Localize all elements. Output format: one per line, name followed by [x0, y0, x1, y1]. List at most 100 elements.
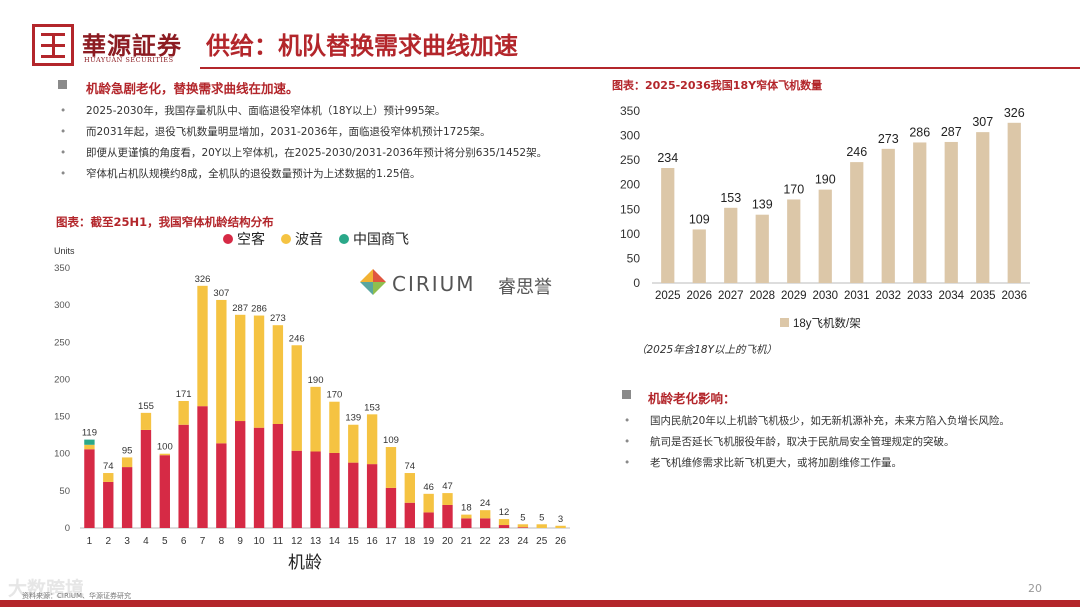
y-tick-label: 150 — [620, 202, 640, 216]
bar-total-label: 46 — [423, 482, 434, 493]
bar-segment — [310, 386, 321, 452]
x-tick-label: 8 — [219, 536, 225, 547]
bar-segment — [253, 315, 265, 428]
y-tick-label: 100 — [54, 449, 70, 460]
bar — [850, 162, 864, 283]
x-tick-label: 17 — [385, 536, 397, 547]
bullet-dot-icon: • — [60, 105, 67, 117]
bar-segment — [385, 447, 397, 488]
x-tick-label: 2028 — [749, 290, 775, 302]
bar-segment — [159, 453, 170, 456]
x-tick-label: 3 — [124, 536, 130, 547]
legend-marker — [339, 234, 349, 244]
y-tick-label: 300 — [54, 300, 70, 311]
bar-segment — [536, 524, 547, 528]
bar-segment — [517, 524, 529, 528]
bar-total-label: 5 — [539, 512, 544, 523]
bar-segment — [517, 527, 529, 528]
y-tick-label: 50 — [627, 251, 641, 265]
legend-label: 中国商飞 — [353, 231, 409, 247]
page-header: 華源証券 HUAYUAN SECURITIES 供给：机队替换需求曲线加速 — [0, 0, 1080, 70]
bar-total-label: 307 — [213, 288, 229, 299]
x-tick-label: 15 — [348, 536, 360, 547]
bullet-item: • 窄体机占机队规模约8成，全机队的退役数量预计为上述数据的1.25倍。 — [56, 166, 596, 182]
bullet-square-icon — [622, 390, 631, 399]
bar-segment — [121, 457, 133, 468]
y-axis-label: Units — [54, 246, 75, 256]
bar-segment — [178, 424, 189, 528]
bar-segment — [480, 510, 491, 519]
x-tick-label: 2027 — [718, 290, 744, 302]
bar — [881, 148, 895, 283]
legend-marker — [223, 234, 233, 244]
bar-total-label: 24 — [480, 498, 491, 509]
y-tick-label: 350 — [54, 263, 70, 274]
bullet-dot-icon: • — [60, 147, 67, 159]
bar — [818, 189, 832, 283]
bar-segment — [423, 512, 434, 528]
bullet-text: 老飞机维修需求比新飞机更大，或将加剧维修工作量。 — [650, 457, 902, 469]
x-tick-label: 5 — [162, 536, 168, 547]
x-tick-label: 7 — [200, 536, 206, 547]
bullet-item: • 航司是否延长飞机服役年龄，取决于民航局安全管理规定的突破。 — [620, 434, 1060, 450]
right-chart-note: （2025年含18Y以上的飞机） — [636, 344, 777, 356]
bar-segment — [385, 487, 397, 528]
bar-total-label: 119 — [82, 428, 97, 439]
bar — [1007, 122, 1021, 283]
footer-bar — [0, 600, 1080, 607]
x-tick-label: 9 — [237, 536, 243, 547]
bar-segment — [197, 406, 208, 528]
x-tick-label: 2 — [105, 536, 111, 547]
cirium-logo-cn: 睿思誉 — [498, 277, 552, 298]
x-tick-label: 13 — [310, 536, 322, 547]
x-tick-label: 26 — [555, 536, 567, 547]
bar — [724, 207, 738, 283]
bar-total-label: 74 — [103, 461, 114, 472]
bar-total-label: 139 — [345, 413, 361, 424]
bar-segment — [291, 450, 302, 528]
bar-value-label: 307 — [972, 115, 993, 129]
cirium-logo: CIRIUM 睿思誉 — [358, 264, 568, 300]
bar-total-label: 12 — [499, 507, 510, 518]
bar-segment — [84, 449, 95, 528]
bar-total-label: 95 — [122, 445, 133, 456]
bullet-dot-icon: • — [624, 415, 631, 427]
bar-segment — [272, 325, 284, 424]
left-lead-text: 机龄急剧老化，替换需求曲线在加速。 — [86, 81, 299, 96]
bar — [692, 229, 706, 283]
bullet-dot-icon: • — [624, 436, 631, 448]
x-tick-label: 21 — [461, 536, 473, 547]
x-tick-label: 2036 — [1001, 290, 1027, 302]
bar-segment — [235, 314, 246, 422]
bar-segment — [404, 502, 415, 528]
bar-total-label: 171 — [176, 389, 192, 400]
x-tick-label: 2032 — [875, 290, 901, 302]
bar-value-label: 326 — [1004, 106, 1025, 120]
bar-value-label: 190 — [815, 173, 836, 187]
bar — [661, 168, 675, 283]
bar-segment — [291, 345, 302, 451]
bar-segment — [348, 462, 359, 528]
bar-value-label: 234 — [657, 151, 678, 165]
x-tick-label: 12 — [291, 536, 303, 547]
y-tick-label: 200 — [620, 178, 640, 192]
bar — [944, 141, 958, 283]
retirement-bar-chart: 0 50 100 150 200 250 300 350 234 2025 109 2026 153 20… — [620, 104, 1030, 330]
header-divider — [200, 67, 1080, 69]
left-bullets: 机龄急剧老化，替换需求曲线在加速。 • 2025-2030年，我国存量机队中、面临… — [56, 78, 596, 187]
x-tick-label: 24 — [517, 536, 529, 547]
watermark: 大数跨境 — [8, 578, 85, 600]
legend-marker — [780, 318, 789, 327]
x-tick-label: 2026 — [686, 290, 712, 302]
bullet-dot-icon: • — [60, 168, 67, 180]
x-tick-label: 14 — [329, 536, 341, 547]
x-axis-label: 机龄 — [288, 553, 322, 572]
bar-segment — [272, 424, 284, 528]
bar-segment — [480, 518, 491, 528]
x-tick-label: 2025 — [655, 290, 681, 302]
cirium-logo-icon — [360, 269, 386, 295]
page-number: 20 — [1028, 582, 1042, 595]
bar-segment — [498, 525, 510, 528]
y-tick-label: 200 — [54, 374, 70, 385]
bullet-text: 2025-2030年，我国存量机队中、面临退役窄体机（18Y以上）预计995架。 — [86, 105, 446, 117]
